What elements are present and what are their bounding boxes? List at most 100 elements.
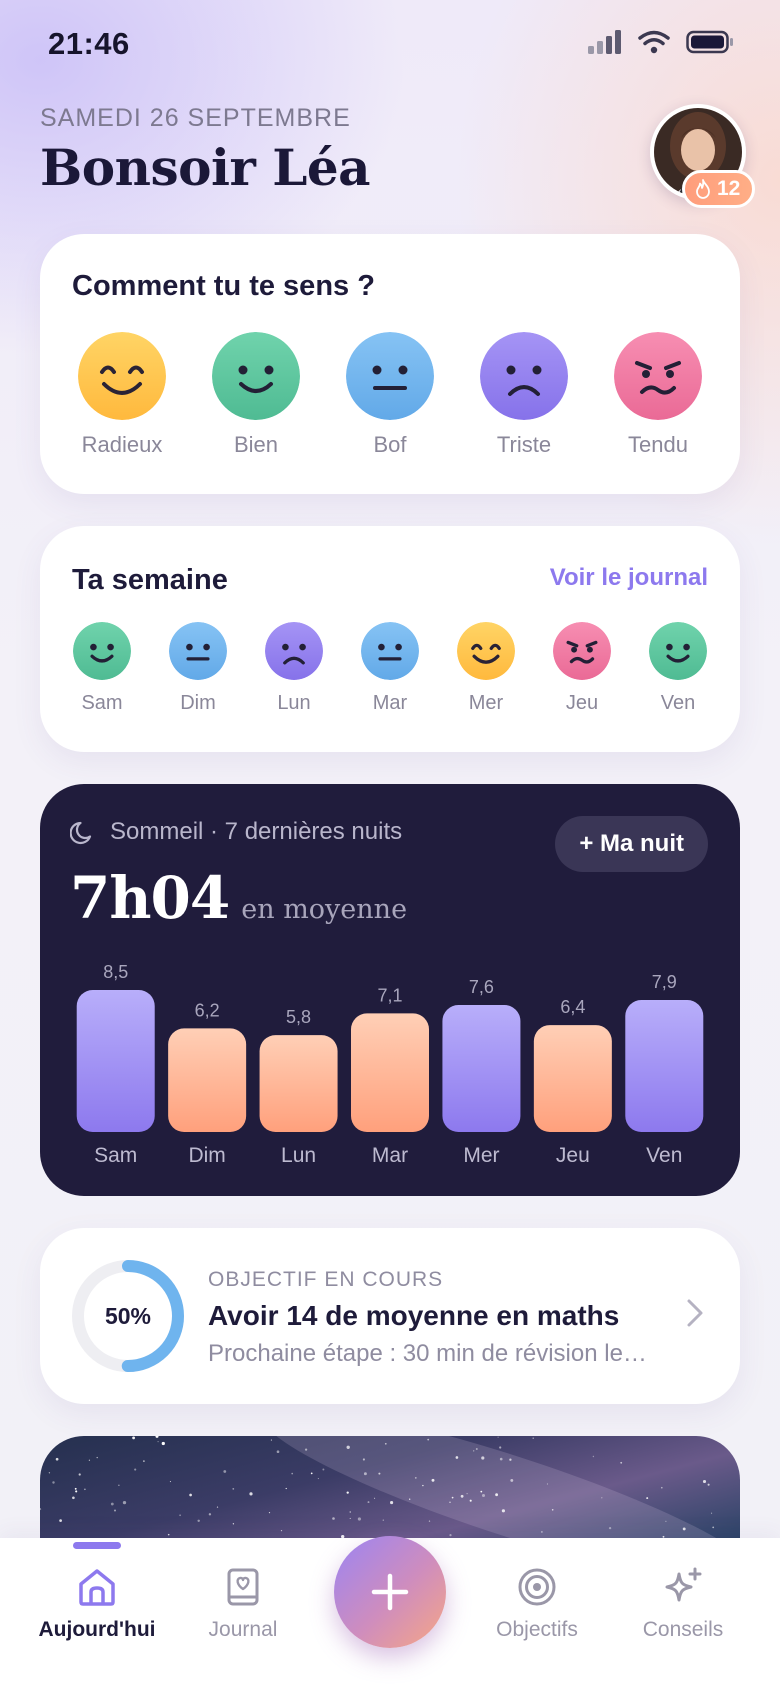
sleep-bar-lun — [259, 1035, 338, 1132]
goal-title: Avoir 14 de moyenne en maths — [208, 1300, 620, 1331]
sleep-bar-mar — [351, 1013, 429, 1132]
week-days: Sam Dim Lun — [72, 622, 708, 715]
view-journal-link[interactable]: Voir le journal — [549, 564, 708, 591]
sleep-bar-day-label: Sam — [94, 1144, 137, 1164]
radiant-face-icon — [457, 622, 515, 680]
journal-icon — [227, 1568, 259, 1606]
sparkle-icon — [665, 1567, 702, 1602]
sleep-bar-day-label: Mar — [372, 1144, 408, 1164]
sleep-bar-value-label: 6,4 — [560, 997, 585, 1017]
week-day[interactable]: Mer — [456, 622, 516, 715]
week-day-label: Jeu — [565, 692, 599, 714]
streak-badge: 12 — [682, 170, 756, 208]
nav-item-tips[interactable]: Conseils — [613, 1566, 753, 1642]
week-day[interactable]: Dim — [168, 622, 228, 715]
greeting-title: Bonsoir Léa — [40, 138, 371, 197]
nav-item-today[interactable]: Aujourd'hui — [27, 1542, 167, 1642]
nav-label: Aujourd'hui — [38, 1618, 156, 1641]
neutral-face-icon — [346, 332, 434, 420]
add-night-button[interactable]: + Ma nuit — [555, 816, 708, 872]
moon-icon — [70, 821, 92, 845]
mood-option-label: Triste — [496, 432, 552, 457]
smile-face-icon — [212, 332, 300, 420]
sleep-bar-dim — [168, 1028, 247, 1132]
nav-label: Journal — [208, 1618, 278, 1641]
mood-option-tendu[interactable]: Tendu — [608, 332, 708, 458]
goal-progress-label: 50% — [104, 1302, 152, 1329]
mood-option-triste[interactable]: Triste — [474, 332, 574, 458]
week-day-label: Sam — [81, 692, 123, 714]
status-time: 21:46 — [48, 26, 130, 61]
week-day[interactable]: Mar — [360, 622, 420, 715]
nav-item-goals[interactable]: Objectifs — [467, 1566, 607, 1642]
battery-icon — [686, 30, 733, 54]
sleep-bar-value-label: 5,8 — [286, 1007, 311, 1027]
mood-option-radieux[interactable]: Radieux — [72, 332, 172, 458]
plus-icon — [371, 1573, 409, 1611]
nav-label: Conseils — [642, 1618, 724, 1641]
nav-active-indicator — [73, 1542, 121, 1549]
nav-item-journal[interactable]: Journal — [173, 1566, 313, 1642]
goal-kicker: OBJECTIF EN COURS — [208, 1268, 444, 1291]
week-day-label: Ven — [660, 692, 696, 714]
sleep-bar-value-label: 8,5 — [103, 962, 128, 982]
mood-option-label: Bien — [233, 432, 279, 457]
smile-face-icon — [649, 622, 707, 680]
mood-option-bien[interactable]: Bien — [206, 332, 306, 458]
sleep-bar-sam — [76, 990, 155, 1132]
week-day-label: Mar — [372, 692, 408, 714]
tense-face-icon — [553, 622, 611, 680]
sad-face-icon — [480, 332, 568, 420]
profile-avatar-button[interactable]: 12 — [650, 104, 756, 208]
mood-option-label: Tendu — [628, 432, 688, 457]
mood-option-label: Bof — [373, 432, 407, 457]
week-day-label: Dim — [180, 692, 216, 714]
chevron-right-icon — [687, 1299, 703, 1327]
week-day-label: Mer — [468, 692, 504, 714]
status-icons — [588, 30, 734, 54]
week-day[interactable]: Jeu — [552, 622, 612, 715]
radiant-face-icon — [78, 332, 166, 420]
sleep-average: 7h04 en moyenne — [70, 864, 407, 932]
target-icon — [518, 1568, 556, 1606]
mood-options: Radieux Bien — [72, 332, 708, 458]
mood-picker-title: Comment tu te sens ? — [72, 270, 375, 302]
sleep-bar-value-label: 7,6 — [469, 977, 494, 997]
sleep-average-value: 7h04 — [70, 864, 230, 932]
week-day[interactable]: Sam — [72, 622, 132, 715]
date-label: SAMEDI 26 SEPTEMBRE — [40, 104, 351, 132]
mood-option-bof[interactable]: Bof — [340, 332, 440, 458]
week-mood-card: Ta semaine Voir le journal Sam Dim — [40, 526, 740, 752]
goal-progress-ring — [72, 1260, 184, 1372]
sleep-subtitle: Sommeil · 7 dernières nuits — [110, 818, 403, 845]
mood-picker-card: Comment tu te sens ? Radieux — [40, 234, 740, 494]
nav-label: Objectifs — [496, 1618, 578, 1641]
sleep-bar-day-label: Ven — [646, 1144, 682, 1164]
sleep-bar-mer — [442, 1005, 521, 1132]
week-day[interactable]: Ven — [648, 622, 708, 715]
home-icon — [79, 1569, 115, 1606]
sleep-average-caption: en moyenne — [241, 894, 408, 925]
sleep-card: Sommeil · 7 dernières nuits + Ma nuit 7h… — [40, 784, 740, 1196]
flame-icon — [696, 179, 710, 199]
current-goal-card[interactable]: 50% OBJECTIF EN COURS Avoir 14 de moyenn… — [40, 1228, 740, 1404]
tense-face-icon — [614, 332, 702, 420]
mood-option-label: Radieux — [81, 432, 163, 457]
goal-progress-arc — [72, 1260, 184, 1372]
sleep-bar-jeu — [533, 1025, 612, 1132]
sleep-header: Sommeil · 7 dernières nuits — [70, 818, 402, 846]
smile-face-icon — [73, 622, 131, 680]
sleep-bar-day-label: Mer — [463, 1144, 499, 1164]
sleep-bar-value-label: 7,1 — [377, 985, 402, 1005]
week-title: Ta semaine — [72, 564, 228, 596]
status-bar: 21:46 — [0, 0, 780, 92]
sleep-bar-day-label: Dim — [188, 1144, 225, 1164]
sleep-bar-day-label: Jeu — [556, 1144, 590, 1164]
add-entry-fab[interactable] — [334, 1536, 446, 1648]
week-day[interactable]: Lun — [264, 622, 324, 715]
sleep-bar-ven — [625, 1000, 704, 1132]
goal-next-step: Prochaine étape : 30 min de révision le … — [208, 1340, 648, 1367]
neutral-face-icon — [169, 622, 227, 680]
week-day-label: Lun — [277, 692, 311, 714]
